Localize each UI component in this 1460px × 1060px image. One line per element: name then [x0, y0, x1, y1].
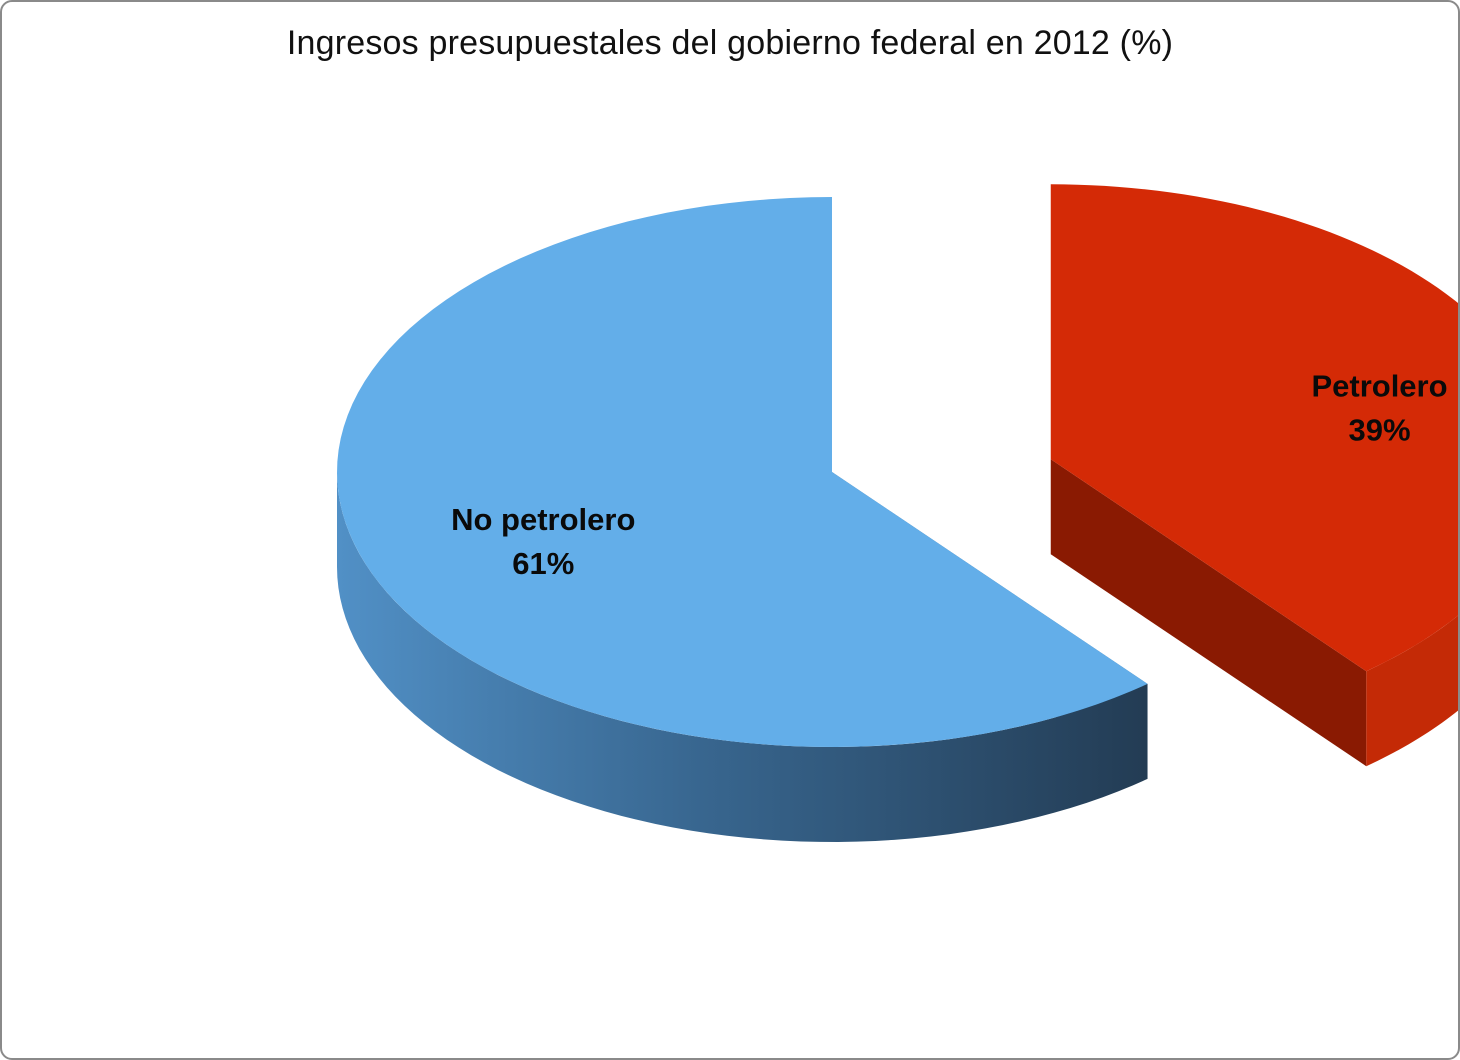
slice-top: [1050, 184, 1458, 672]
slice-label-name: Petrolero: [1311, 369, 1447, 404]
slice-wall: [1050, 459, 1367, 767]
slice-label-value: 61%: [512, 546, 574, 581]
slice-side: [337, 472, 1148, 842]
pie-slice-petrolero: [1050, 184, 1458, 767]
slice-side: [1366, 615, 1458, 767]
slice-top: [337, 197, 1148, 747]
slice-label-name: No petrolero: [451, 502, 635, 537]
chart-title: Ingresos presupuestales del gobierno fed…: [286, 24, 1174, 62]
slice-label-value: 39%: [1348, 413, 1410, 448]
pie-slice-no-petrolero: [337, 197, 1148, 842]
